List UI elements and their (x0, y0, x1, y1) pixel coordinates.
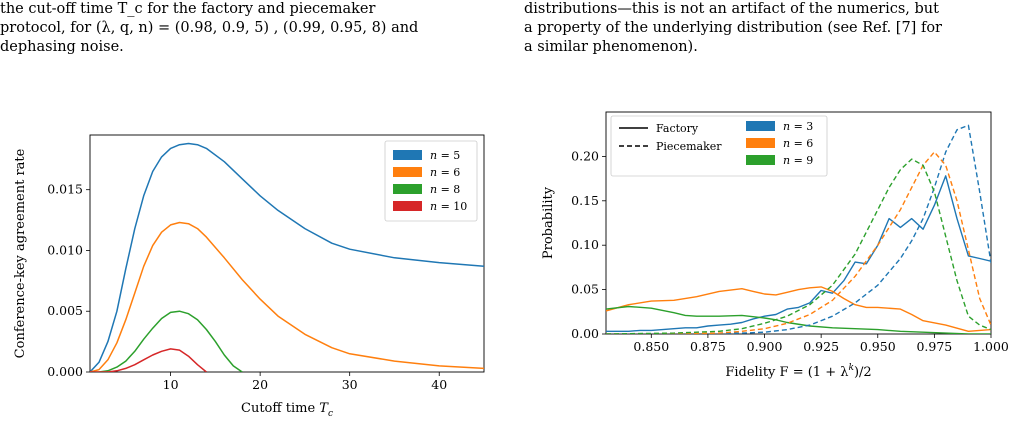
legend-label-n5: n = 5 (430, 149, 460, 162)
right-y-tick-label: 0.00 (571, 326, 599, 341)
right-x-tick-label: 0.950 (860, 339, 896, 354)
rate-vs-cutoff-chart: 10 20 30 40 0.000 0.005 0.010 0.015 Cutoff time … (13, 134, 485, 419)
legend-swatch-n6 (746, 138, 775, 148)
legend-label-n8: n = 8 (430, 183, 460, 196)
legend-label-n3: n = 3 (783, 120, 813, 133)
legend-label-n6: n = 6 (430, 166, 460, 179)
left-y-tick-label: 0.010 (47, 242, 83, 257)
legend-label-n9: n = 9 (783, 154, 813, 167)
left-plot-frame (89, 134, 485, 373)
left-x-tick-label: 30 (342, 377, 358, 392)
right-x-tick-label: 0.925 (803, 339, 839, 354)
legend-swatch-n10 (393, 201, 422, 211)
series-line-solid-n3 (606, 175, 991, 333)
left-x-tick-label: 20 (252, 377, 268, 392)
legend-swatch-n3 (746, 121, 775, 131)
left-y-tick-label: 0.000 (47, 364, 83, 379)
series-line-solid-n9 (606, 305, 991, 334)
right-plot-frame (605, 111, 992, 335)
left-text-line-1: the cut-off time T_c for the factory and… (0, 1, 376, 17)
left-y-tick-label: 0.005 (47, 303, 83, 318)
left-column-text: the cut-off time T_c for the factory and… (0, 0, 500, 57)
left-y-axis-label: Conference-key agreement rate (13, 148, 28, 358)
right-text-line-1: distributions—this is not an artifact of… (524, 1, 939, 17)
series-line-n10 (90, 348, 207, 372)
right-x-tick-label: 0.850 (633, 339, 669, 354)
series-line-n6 (90, 221, 484, 372)
right-y-tick-label: 0.15 (571, 193, 599, 208)
legend-swatch-n8 (393, 184, 422, 194)
right-y-tick-label: 0.10 (571, 237, 599, 252)
series-line-dashed-n3 (606, 124, 991, 334)
series-line-dashed-n9 (606, 158, 991, 334)
left-text-line-3: dephasing noise. (0, 39, 124, 55)
right-y-tick-label: 0.05 (571, 282, 599, 297)
legend-label-n10: n = 10 (430, 200, 467, 213)
right-x-tick-label: 0.975 (916, 339, 952, 354)
left-text-line-2: protocol, for (λ, q, n) = (0.98, 0.9, 5)… (0, 20, 419, 36)
left-x-tick-label: 40 (431, 377, 447, 392)
right-y-tick-label: 0.20 (571, 148, 599, 163)
left-y-tick-label: 0.015 (47, 182, 83, 197)
right-x-tick-label: 1.000 (973, 339, 1009, 354)
series-line-dashed-n6 (606, 151, 991, 334)
series-line-solid-n6 (606, 286, 991, 333)
fidelity-distribution-chart: 0.850 0.875 0.900 0.925 0.950 0.975 1.000 0.00 0… (541, 111, 1009, 380)
legend-label-piecemaker: Piecemaker (656, 140, 722, 153)
legend-label-factory: Factory (656, 122, 699, 135)
series-line-n8 (90, 310, 243, 372)
legend-swatch-n9 (746, 155, 775, 165)
right-y-axis-label: Probability (541, 186, 556, 259)
right-x-tick-label: 0.875 (690, 339, 726, 354)
left-x-tick-label: 10 (163, 377, 179, 392)
right-x-tick-label: 0.900 (747, 339, 783, 354)
right-x-axis-label: Fidelity F = (1 + λk​)/2 (725, 363, 871, 380)
series-line-n5 (90, 142, 484, 372)
legend-swatch-n5 (393, 150, 422, 160)
right-column-text: distributions—this is not an artifact of… (524, 0, 1027, 57)
left-x-axis-label: Cutoff time Tc​ (241, 401, 333, 419)
right-text-line-3: a similar phenomenon). (524, 39, 698, 55)
legend-swatch-n6 (393, 167, 422, 177)
right-text-line-2: a property of the underlying distributio… (524, 20, 942, 36)
legend-label-n6: n = 6 (783, 137, 813, 150)
